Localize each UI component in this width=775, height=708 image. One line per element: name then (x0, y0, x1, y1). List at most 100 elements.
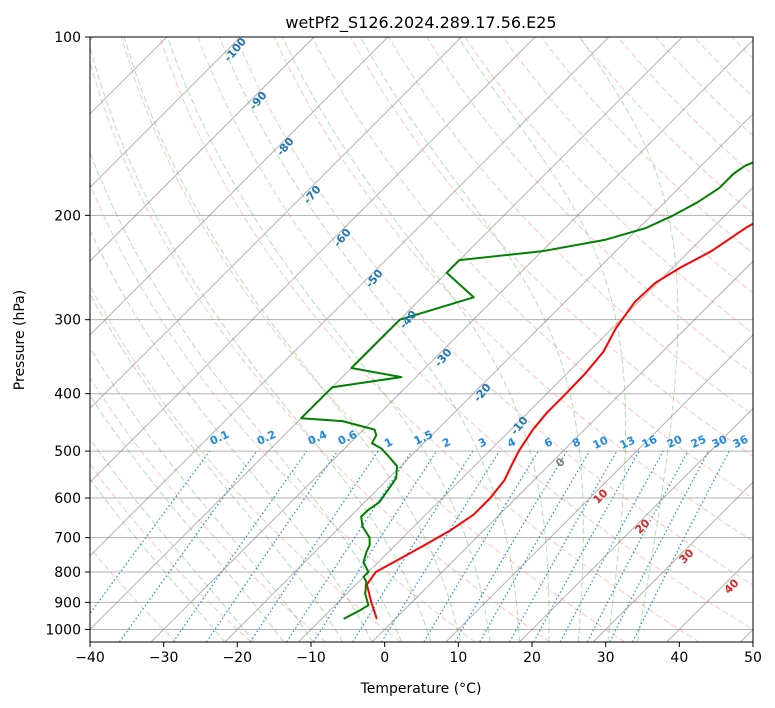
x-tick-label: −30 (149, 650, 179, 666)
y-tick-label: 800 (54, 565, 81, 581)
dry-adiabat (502, 37, 753, 294)
profile-series (300, 161, 753, 620)
isotherm (519, 407, 753, 642)
dry-adiabat (541, 37, 753, 254)
moist-adiabat-label: 20 (633, 516, 653, 536)
dry-adiabat (617, 37, 753, 176)
isotherm (90, 37, 536, 483)
isotherm (445, 334, 753, 642)
mixing-ratio-lines (90, 450, 730, 642)
moist-adiabat (123, 37, 461, 642)
x-tick-label: 40 (670, 650, 688, 666)
mixing-ratio-label: 1 (382, 435, 394, 450)
moist-adiabat (579, 37, 679, 642)
dry-adiabat (90, 376, 327, 642)
chart-title: wetPf2_S126.2024.289.17.56.E25 (285, 13, 556, 33)
y-tick-label: 700 (54, 531, 81, 547)
y-tick-label: 600 (54, 491, 81, 507)
mixing-ratio-line (286, 450, 413, 642)
isotherm (90, 37, 462, 410)
dry-adiabat (388, 37, 753, 416)
y-axis-ticks: 100 200 300 400 500 600 700 800 900 1000 (45, 30, 90, 638)
dry-adiabat (311, 37, 753, 500)
isotherm (224, 113, 753, 642)
moist-adiabat (90, 478, 226, 642)
moist-adiabat-label: 40 (722, 576, 742, 596)
dry-adiabat (121, 37, 625, 642)
x-tick-label: −10 (296, 650, 326, 666)
moist-adiabat (90, 292, 344, 642)
x-tick-label: −20 (223, 650, 253, 666)
isotherm (90, 37, 315, 262)
mixing-ratio-line (249, 450, 379, 642)
mixing-ratio-line (172, 450, 308, 642)
mixing-ratio-label: 25 (689, 433, 708, 451)
y-tick-label: 200 (54, 208, 81, 224)
isotherm (298, 186, 753, 642)
mixing-ratio-label: 8 (570, 435, 582, 450)
dry-adiabat (90, 60, 551, 642)
moist-adiabat (282, 37, 550, 642)
mixing-ratio-label: 13 (618, 434, 637, 452)
mixing-ratio-line (509, 450, 618, 642)
isotherms (90, 37, 753, 642)
x-tick-label: 10 (449, 650, 467, 666)
mixing-ratio-line (381, 450, 501, 642)
dry-adiabat-label: -50 (363, 267, 386, 291)
x-axis-title: Temperature (°C) (360, 681, 482, 697)
dry-adiabat (655, 37, 753, 137)
mixing-ratio-label: 4 (505, 435, 518, 450)
mixing-ratio-label: 10 (591, 434, 611, 452)
dry-adiabat-label: -90 (247, 89, 270, 113)
dry-adiabat (235, 37, 753, 586)
x-tick-label: 0 (380, 650, 389, 666)
dry-adiabat (770, 37, 775, 642)
mixing-ratio-line (119, 450, 258, 642)
isotherm (592, 481, 753, 642)
mixing-ratio-label: 0.1 (208, 428, 231, 448)
dry-adiabat (693, 37, 753, 98)
moist-adiabat-label: 10 (591, 486, 611, 506)
isotherm (150, 39, 753, 642)
moist-adiabat (219, 37, 520, 642)
dry-adiabat (464, 37, 753, 334)
moist-adiabat (90, 44, 432, 642)
y-tick-label: 100 (54, 30, 81, 46)
mixing-ratio-line (533, 450, 640, 642)
moist-adiabat-label: 0 (553, 455, 568, 470)
mixing-ratio-label: 3 (476, 435, 488, 450)
y-tick-label: 1000 (45, 622, 81, 638)
x-tick-label: −40 (75, 650, 105, 666)
moist-adiabats (90, 37, 679, 642)
dry-adiabat-label: -30 (432, 346, 455, 370)
moist-adiabat (359, 37, 584, 642)
y-tick-label: 300 (54, 313, 81, 329)
dry-adiabat-label: -60 (331, 226, 354, 250)
moist-adiabat (167, 37, 491, 642)
dry-adiabat-label: -70 (301, 183, 324, 207)
mixing-ratio-line (90, 450, 211, 615)
mixing-ratio-line (423, 450, 539, 642)
moist-adiabat-label: 30 (677, 546, 697, 566)
y-tick-label: 400 (54, 387, 81, 403)
mixing-ratio-label: 16 (640, 433, 660, 451)
mixing-ratio-line (205, 450, 338, 642)
dry-adiabat (90, 463, 252, 642)
moist-adiabat (90, 394, 285, 642)
x-tick-label: 50 (744, 650, 762, 666)
mixing-ratio-label: 2 (440, 435, 452, 450)
moist-adiabat (457, 37, 627, 642)
moist-adiabat (90, 437, 255, 642)
y-tick-label: 500 (54, 444, 81, 460)
pressure-gridlines (90, 37, 753, 630)
mixing-ratio-label: 30 (710, 433, 730, 451)
isotherm (90, 37, 610, 557)
dry-adiabat-label: -100 (221, 35, 249, 65)
isotherm (740, 628, 753, 642)
dewpoint-line (300, 161, 753, 620)
mixing-ratio-line (559, 450, 664, 642)
y-tick-label: 900 (54, 595, 81, 611)
x-tick-label: 20 (523, 650, 541, 666)
moist-adiabat (90, 151, 403, 642)
